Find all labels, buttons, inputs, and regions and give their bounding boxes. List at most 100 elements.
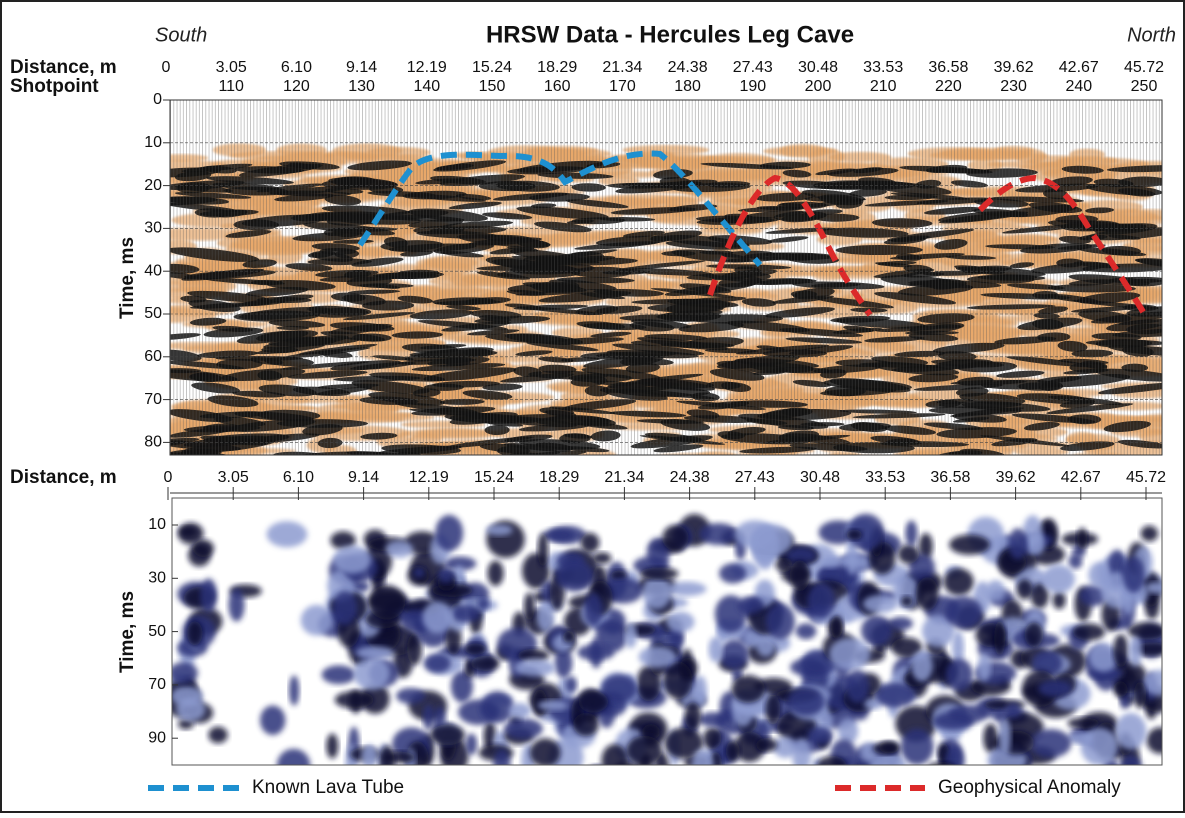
velocity-image [172, 498, 1162, 765]
velocity-blob [820, 556, 841, 568]
velocity-blob [1023, 515, 1043, 548]
velocity-blob [1143, 669, 1162, 696]
x-tick-label: 9.14 [346, 59, 377, 76]
velocity-blob [1052, 591, 1066, 610]
velocity-blob [1032, 650, 1063, 677]
legend-label: Geophysical Anomaly [938, 777, 1121, 798]
y-tick-label: 70 [144, 391, 162, 408]
velocity-blob [734, 731, 765, 763]
velocity-blob [888, 616, 914, 631]
velocity-blob [1128, 636, 1143, 667]
velocity-blob [593, 552, 612, 564]
velocity-blob [266, 521, 308, 548]
velocity-blob [1077, 527, 1088, 550]
velocity-blob [663, 661, 693, 700]
velocity-blob [624, 622, 637, 649]
velocity-blob [737, 596, 764, 614]
shotpoint-tick-label: 210 [870, 78, 897, 95]
velocity-blob [725, 740, 740, 762]
shotpoint-tick-label: 230 [1000, 78, 1027, 95]
x-tick-label: 18.29 [537, 59, 577, 76]
velocity-blob [573, 712, 599, 737]
velocity-blob [1115, 712, 1147, 750]
velocity-blob [915, 577, 939, 611]
velocity-blob [640, 567, 679, 580]
north-label: North [1127, 24, 1176, 46]
shotpoint-tick-label: 250 [1131, 78, 1158, 95]
y-tick-label: 70 [148, 676, 166, 693]
velocity-blob [1072, 623, 1106, 641]
shotpoint-tick-label: 220 [935, 78, 962, 95]
velocity-blob [751, 524, 793, 557]
trace-lines [170, 100, 1162, 455]
velocity-blob [192, 539, 214, 557]
velocity-blob [330, 531, 356, 550]
velocity-blob [845, 669, 870, 703]
velocity-blob [897, 544, 920, 564]
x-tick-label: 3.05 [218, 469, 249, 486]
velocity-blob [848, 513, 884, 551]
velocity-blob [300, 604, 333, 636]
velocity-blob [542, 528, 576, 542]
velocity-blob [731, 675, 765, 704]
velocity-blob [1005, 702, 1022, 718]
velocity-blob [891, 637, 923, 658]
velocity-blob [385, 540, 414, 558]
shotpoint-tick-label: 240 [1065, 78, 1092, 95]
velocity-blob [792, 738, 812, 765]
x-tick-label: 39.62 [996, 469, 1036, 486]
x-tick-label: 42.67 [1059, 59, 1099, 76]
velocity-blob [944, 745, 965, 765]
velocity-blob [601, 744, 629, 765]
x-tick-label: 18.29 [539, 469, 579, 486]
velocity-blob [807, 726, 834, 745]
velocity-blob [430, 724, 465, 746]
x-tick-label: 9.14 [348, 469, 379, 486]
velocity-blob [200, 578, 217, 613]
velocity-blob [464, 643, 487, 655]
lava-tube-line [357, 150, 763, 267]
velocity-blob [423, 704, 434, 731]
velocity-blob [537, 533, 549, 567]
velocity-blob [708, 636, 724, 663]
velocity-blob [666, 611, 695, 633]
velocity-blob [368, 585, 406, 620]
velocity-blob [514, 659, 556, 677]
velocity-blob [334, 691, 374, 709]
shotpoint-tick-label: 150 [479, 78, 506, 95]
shotpoint-tick-label: 130 [348, 78, 375, 95]
x-tick-label: 6.10 [283, 469, 314, 486]
velocity-blob [949, 534, 991, 555]
velocity-blob [276, 748, 311, 765]
velocity-blob [879, 741, 899, 754]
x-tick-label: 24.38 [670, 469, 710, 486]
velocity-blob [743, 628, 763, 648]
velocity-blob [1140, 525, 1159, 542]
velocity-blob [1008, 528, 1028, 560]
velocity-blob [453, 564, 465, 590]
velocity-blob [360, 683, 390, 714]
velocity-blob [662, 524, 689, 551]
velocity-blob [911, 650, 933, 682]
velocity-blob [1113, 634, 1129, 668]
velocity-blob [260, 705, 286, 736]
velocity-blob [1120, 755, 1142, 765]
velocity-blob [1042, 564, 1076, 594]
velocity-blob [977, 652, 992, 682]
distance-label: Distance, m [10, 467, 117, 488]
velocity-blob [945, 658, 974, 692]
velocity-blob [1127, 622, 1162, 640]
x-tick-label: 36.58 [928, 59, 968, 76]
velocity-blob [900, 596, 913, 607]
x-tick-label: 42.67 [1061, 469, 1101, 486]
y-tick-label: 10 [144, 134, 162, 151]
x-tick-label: 0 [162, 59, 171, 76]
shotpoint-tick-label: 200 [805, 78, 832, 95]
x-tick-label: 33.53 [865, 469, 905, 486]
velocity-blob [703, 727, 722, 750]
y-tick-label: 50 [148, 623, 166, 640]
anomaly-line [707, 174, 873, 317]
velocity-blob [536, 601, 555, 632]
velocity-blob [481, 691, 514, 724]
velocity-blob [1068, 554, 1083, 569]
